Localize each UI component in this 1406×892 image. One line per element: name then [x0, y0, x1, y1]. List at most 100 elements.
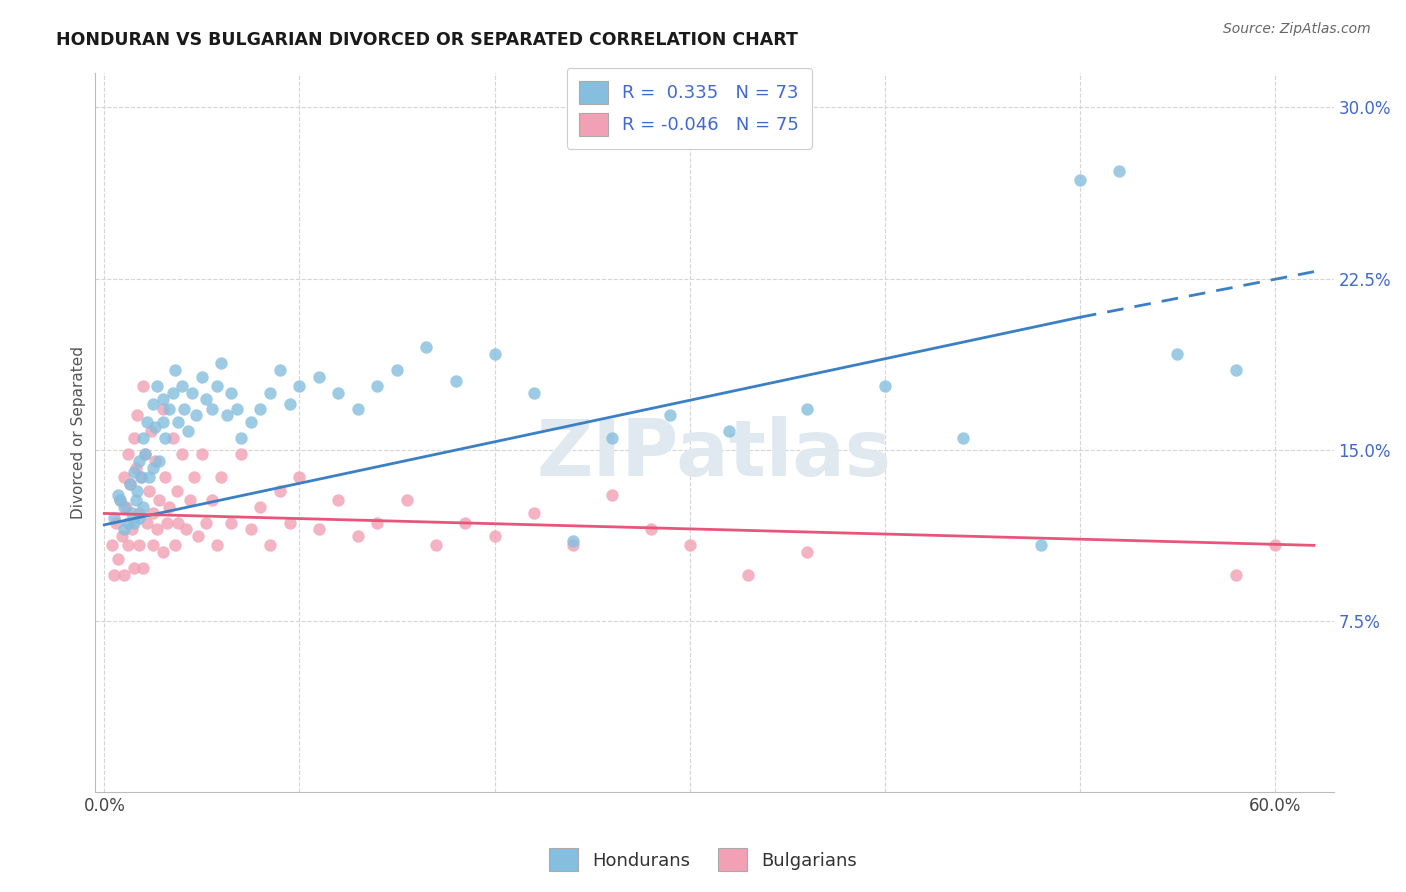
Point: [128, 454, 150, 468]
Point: [194, 392, 217, 407]
Point: [132, 500, 155, 514]
Point: [134, 447, 156, 461]
Point: [191, 447, 214, 461]
Point: [217, 409, 239, 423]
Point: [127, 409, 149, 423]
Point: [121, 522, 143, 536]
Point: [122, 466, 145, 480]
Point: [156, 516, 179, 530]
Point: [112, 470, 135, 484]
Point: [659, 409, 682, 423]
Point: [142, 538, 165, 552]
Point: [269, 483, 291, 498]
Point: [166, 483, 188, 498]
Point: [122, 516, 145, 530]
Point: [249, 500, 271, 514]
Point: [167, 516, 190, 530]
Point: [454, 516, 477, 530]
Point: [142, 397, 165, 411]
Point: [128, 507, 150, 521]
Point: [278, 397, 301, 411]
Point: [132, 431, 155, 445]
Point: [347, 401, 370, 416]
Point: [143, 419, 166, 434]
Point: [141, 425, 163, 439]
Point: [1225, 363, 1247, 377]
Point: [128, 511, 150, 525]
Point: [117, 516, 139, 530]
Point: [146, 378, 169, 392]
Point: [152, 545, 174, 559]
Point: [249, 401, 271, 416]
Point: [128, 538, 150, 552]
Point: [561, 538, 583, 552]
Point: [101, 538, 124, 552]
Point: [177, 425, 200, 439]
Point: [174, 522, 197, 536]
Point: [136, 415, 159, 429]
Point: [444, 374, 467, 388]
Legend: Hondurans, Bulgarians: Hondurans, Bulgarians: [543, 841, 863, 879]
Point: [425, 538, 447, 552]
Y-axis label: Divorced or Separated: Divorced or Separated: [72, 346, 86, 519]
Point: [484, 347, 506, 361]
Point: [269, 363, 291, 377]
Point: [143, 454, 166, 468]
Point: [124, 460, 146, 475]
Point: [328, 385, 350, 400]
Point: [111, 529, 134, 543]
Point: [308, 369, 330, 384]
Point: [157, 401, 180, 416]
Point: [796, 401, 818, 416]
Point: [142, 460, 165, 475]
Point: [184, 409, 207, 423]
Point: [239, 522, 262, 536]
Point: [117, 538, 139, 552]
Point: [209, 470, 232, 484]
Point: [181, 385, 204, 400]
Point: [561, 533, 583, 548]
Point: [172, 378, 194, 392]
Point: [259, 385, 281, 400]
Point: [308, 522, 330, 536]
Point: [138, 483, 160, 498]
Point: [152, 401, 174, 416]
Point: [136, 516, 159, 530]
Point: [138, 470, 160, 484]
Point: [112, 500, 135, 514]
Point: [1108, 164, 1130, 178]
Point: [328, 492, 350, 507]
Point: [229, 447, 252, 461]
Point: [103, 511, 125, 525]
Point: [153, 470, 176, 484]
Point: [179, 492, 201, 507]
Point: [600, 431, 623, 445]
Point: [600, 488, 623, 502]
Point: [1029, 538, 1052, 552]
Point: [288, 470, 311, 484]
Point: [157, 500, 180, 514]
Point: [187, 529, 209, 543]
Point: [522, 507, 544, 521]
Point: [347, 529, 370, 543]
Point: [1069, 173, 1091, 187]
Point: [796, 545, 818, 559]
Point: [207, 378, 229, 392]
Point: [183, 470, 205, 484]
Point: [132, 378, 155, 392]
Point: [1264, 538, 1286, 552]
Point: [127, 483, 149, 498]
Point: [142, 507, 165, 521]
Point: [108, 492, 131, 507]
Legend: R =  0.335   N = 73, R = -0.046   N = 75: R = 0.335 N = 73, R = -0.046 N = 75: [567, 68, 813, 149]
Point: [201, 492, 224, 507]
Point: [278, 516, 301, 530]
Point: [679, 538, 702, 552]
Point: [201, 401, 224, 416]
Point: [112, 568, 135, 582]
Point: [118, 476, 141, 491]
Point: [148, 454, 170, 468]
Point: [173, 401, 195, 416]
Point: [366, 378, 388, 392]
Point: [1166, 347, 1188, 361]
